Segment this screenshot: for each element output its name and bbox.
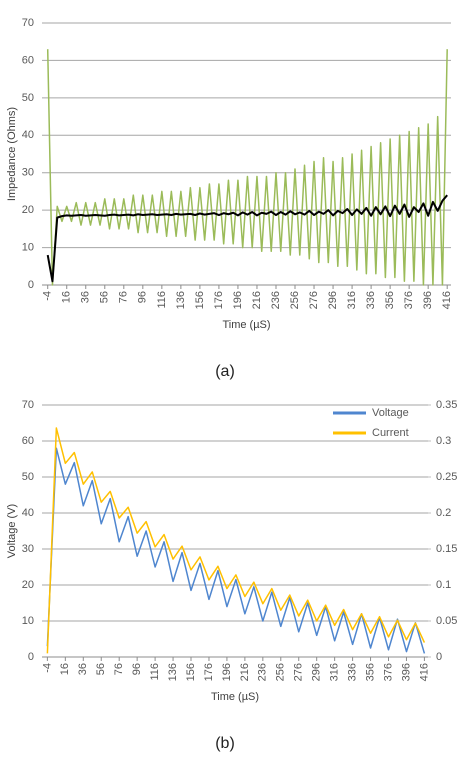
x-tick-label: 336	[347, 663, 359, 681]
x-tick-label: 276	[293, 663, 305, 681]
legend-label: Voltage	[372, 407, 409, 419]
x-tick-label: 176	[203, 663, 215, 681]
x-axis-title: Time (µS)	[211, 691, 259, 703]
x-tick-label: 156	[194, 291, 206, 309]
y-axis-title: Impedance (Ohms)	[6, 107, 18, 201]
x-tick-label: 236	[257, 663, 269, 681]
x-tick-label: 396	[400, 663, 412, 681]
y2-tick-label: 0	[436, 651, 442, 663]
x-tick-label: 336	[365, 291, 377, 309]
x-tick-label: 36	[77, 663, 89, 675]
caption: (a)	[215, 363, 235, 380]
x-tick-label: 196	[232, 291, 244, 309]
legend-label: Current	[372, 427, 409, 439]
x-tick-label: 216	[239, 663, 251, 681]
x-tick-label: 116	[156, 291, 168, 309]
x-tick-label: 236	[270, 291, 282, 309]
y2-tick-label: 0.25	[436, 471, 457, 483]
x-tick-label: 76	[113, 663, 125, 675]
x-tick-label: 116	[149, 663, 161, 681]
x-tick-label: 416	[441, 291, 453, 309]
y-tick-label: 50	[22, 471, 34, 483]
x-tick-label: 96	[137, 291, 149, 303]
x-tick-label: 216	[251, 291, 263, 309]
y-tick-label: 70	[22, 399, 34, 411]
x-tick-label: 136	[175, 291, 187, 309]
x-tick-label: 76	[118, 291, 130, 303]
x-tick-label: 16	[61, 291, 73, 303]
y-tick-label: 30	[22, 543, 34, 555]
y-tick-label: 10	[22, 615, 34, 627]
x-tick-label: 276	[308, 291, 320, 309]
y2-tick-label: 0.15	[436, 543, 457, 555]
x-tick-label: 16	[59, 663, 71, 675]
y-tick-label: 30	[22, 167, 34, 179]
y-tick-label: 0	[28, 279, 34, 291]
x-tick-label: 416	[418, 663, 430, 681]
y2-tick-label: 0.05	[436, 615, 457, 627]
y-axis-title: Voltage (V)	[6, 504, 18, 558]
y-tick-label: 60	[22, 54, 34, 66]
x-tick-label: 316	[329, 663, 341, 681]
series-line	[46, 427, 426, 654]
series-line	[46, 447, 426, 654]
y-tick-label: 10	[22, 241, 34, 253]
x-tick-label: 376	[382, 663, 394, 681]
y-tick-label: 40	[22, 129, 34, 141]
caption: (b)	[215, 735, 235, 752]
y-tick-label: 20	[22, 579, 34, 591]
x-tick-label: 156	[185, 663, 197, 681]
x-tick-label: 356	[384, 291, 396, 309]
x-axis-title: Time (µS)	[222, 319, 270, 331]
x-tick-label: -4	[42, 291, 54, 301]
y-tick-label: 40	[22, 507, 34, 519]
x-tick-label: 176	[213, 291, 225, 309]
x-tick-label: 196	[221, 663, 233, 681]
x-tick-label: 396	[422, 291, 434, 309]
y-tick-label: 20	[22, 204, 34, 216]
y2-tick-label: 0.35	[436, 399, 457, 411]
x-tick-label: 56	[99, 291, 111, 303]
x-tick-label: 256	[275, 663, 287, 681]
x-tick-label: 356	[364, 663, 376, 681]
y-tick-label: 0	[28, 651, 34, 663]
x-tick-label: 56	[95, 663, 107, 675]
y2-tick-label: 0.2	[436, 507, 451, 519]
x-tick-label: -4	[41, 663, 53, 673]
x-tick-label: 376	[403, 291, 415, 309]
x-tick-label: 136	[167, 663, 179, 681]
series-line	[46, 49, 448, 286]
x-tick-label: 316	[346, 291, 358, 309]
y2-tick-label: 0.3	[436, 435, 451, 447]
y-tick-label: 60	[22, 435, 34, 447]
x-tick-label: 296	[327, 291, 339, 309]
x-tick-label: 256	[289, 291, 301, 309]
y2-tick-label: 0.1	[436, 579, 451, 591]
x-tick-label: 296	[311, 663, 323, 681]
y-tick-label: 70	[22, 17, 34, 29]
series-line	[46, 194, 448, 283]
x-tick-label: 36	[80, 291, 92, 303]
x-tick-label: 96	[131, 663, 143, 675]
y-tick-label: 50	[22, 92, 34, 104]
